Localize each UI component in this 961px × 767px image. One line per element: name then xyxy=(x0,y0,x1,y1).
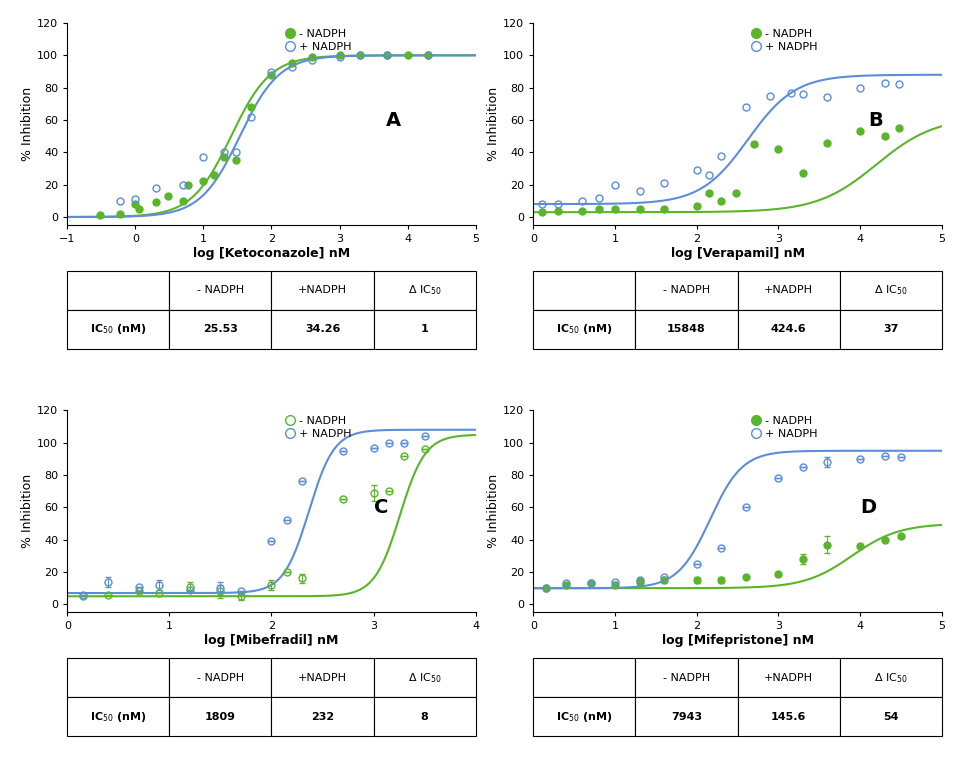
Y-axis label: % Inhibition: % Inhibition xyxy=(487,87,501,161)
X-axis label: log [Verapamil] nM: log [Verapamil] nM xyxy=(671,247,804,260)
Legend: - NADPH, + NADPH: - NADPH, + NADPH xyxy=(285,28,351,52)
X-axis label: log [Mifepristone] nM: log [Mifepristone] nM xyxy=(661,634,814,647)
Text: C: C xyxy=(374,498,388,517)
Y-axis label: % Inhibition: % Inhibition xyxy=(21,87,35,161)
Text: A: A xyxy=(386,110,401,130)
Y-axis label: % Inhibition: % Inhibition xyxy=(21,474,35,548)
Text: B: B xyxy=(868,110,883,130)
Legend: - NADPH, + NADPH: - NADPH, + NADPH xyxy=(752,416,817,439)
X-axis label: log [Mibefradil] nM: log [Mibefradil] nM xyxy=(205,634,338,647)
Legend: - NADPH, + NADPH: - NADPH, + NADPH xyxy=(285,416,351,439)
Text: D: D xyxy=(860,498,876,517)
Legend: - NADPH, + NADPH: - NADPH, + NADPH xyxy=(752,28,817,52)
Y-axis label: % Inhibition: % Inhibition xyxy=(487,474,501,548)
X-axis label: log [Ketoconazole] nM: log [Ketoconazole] nM xyxy=(193,247,350,260)
